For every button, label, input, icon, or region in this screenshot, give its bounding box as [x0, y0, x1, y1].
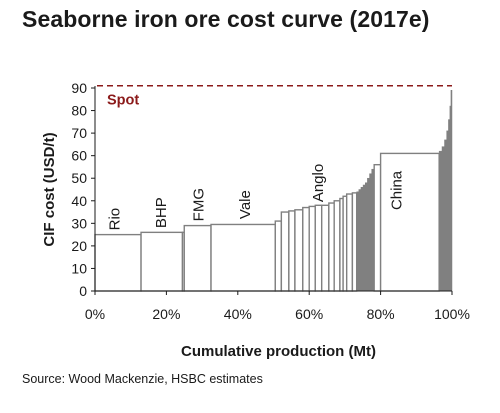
cost-bar — [288, 210, 296, 292]
cost-bar — [94, 233, 142, 292]
x-tick-label: 60% — [295, 306, 323, 322]
producer-label: China — [389, 170, 406, 210]
y-tick-label: 40 — [71, 193, 87, 209]
y-tick-label: 30 — [71, 215, 87, 231]
cost-bar — [438, 150, 443, 292]
cost-bar — [446, 130, 449, 292]
cost-bar — [369, 173, 372, 292]
cost-bar — [333, 200, 341, 292]
y-tick-label: 20 — [71, 238, 87, 254]
producer-label: Rio — [107, 208, 124, 231]
cost-bar — [320, 204, 330, 292]
y-tick-label: 0 — [79, 283, 87, 299]
bars-group — [94, 90, 453, 292]
cost-bar — [358, 189, 362, 292]
y-tick-label: 90 — [71, 80, 87, 96]
producer-label: Vale — [237, 190, 254, 219]
cost-bar — [373, 163, 382, 292]
y-tick-label: 70 — [71, 125, 87, 141]
cost-bar — [280, 211, 290, 292]
x-tick-label: 40% — [224, 306, 252, 322]
producer-label: FMG — [191, 188, 208, 221]
y-tick-label: 80 — [71, 103, 87, 119]
x-tick-label: 0% — [85, 306, 105, 322]
cost-bar — [140, 231, 184, 292]
cost-bar — [362, 184, 366, 292]
source-note: Source: Wood Mackenzie, HSBC estimates — [22, 372, 263, 386]
cost-bar — [183, 224, 212, 292]
cost-bar — [351, 192, 358, 292]
cost-bar — [356, 191, 360, 292]
y-tick-label: 60 — [71, 148, 87, 164]
y-tick-label: 50 — [71, 170, 87, 186]
cost-bar — [450, 90, 453, 292]
cost-bar — [302, 206, 310, 292]
cost-bar — [360, 186, 364, 292]
cost-bar — [367, 177, 370, 292]
producer-label: BHP — [153, 197, 170, 228]
cost-bar — [294, 209, 304, 292]
spot-label: Spot — [107, 93, 139, 109]
cost-bar — [444, 139, 447, 292]
cost-bar — [345, 193, 354, 292]
chart-title: Seaborne iron ore cost curve (2017e) — [22, 6, 430, 32]
x-tick-label: 100% — [434, 306, 470, 322]
cost-bar — [274, 220, 283, 292]
cost-bar — [441, 146, 445, 292]
y-axis-label: CIF cost (USD/t) — [41, 132, 58, 246]
cost-bar — [364, 182, 368, 292]
producer-label: Anglo — [310, 164, 327, 202]
cost-bar — [314, 204, 323, 292]
cost-bar — [379, 152, 440, 292]
x-tick-label: 80% — [367, 306, 395, 322]
y-tick-label: 10 — [71, 260, 87, 276]
cost-bar — [308, 205, 316, 292]
x-axis-label: Cumulative production (Mt) — [181, 343, 376, 360]
cost-bar — [328, 202, 335, 292]
cost-bar — [210, 223, 276, 292]
x-tick-label: 20% — [152, 306, 180, 322]
